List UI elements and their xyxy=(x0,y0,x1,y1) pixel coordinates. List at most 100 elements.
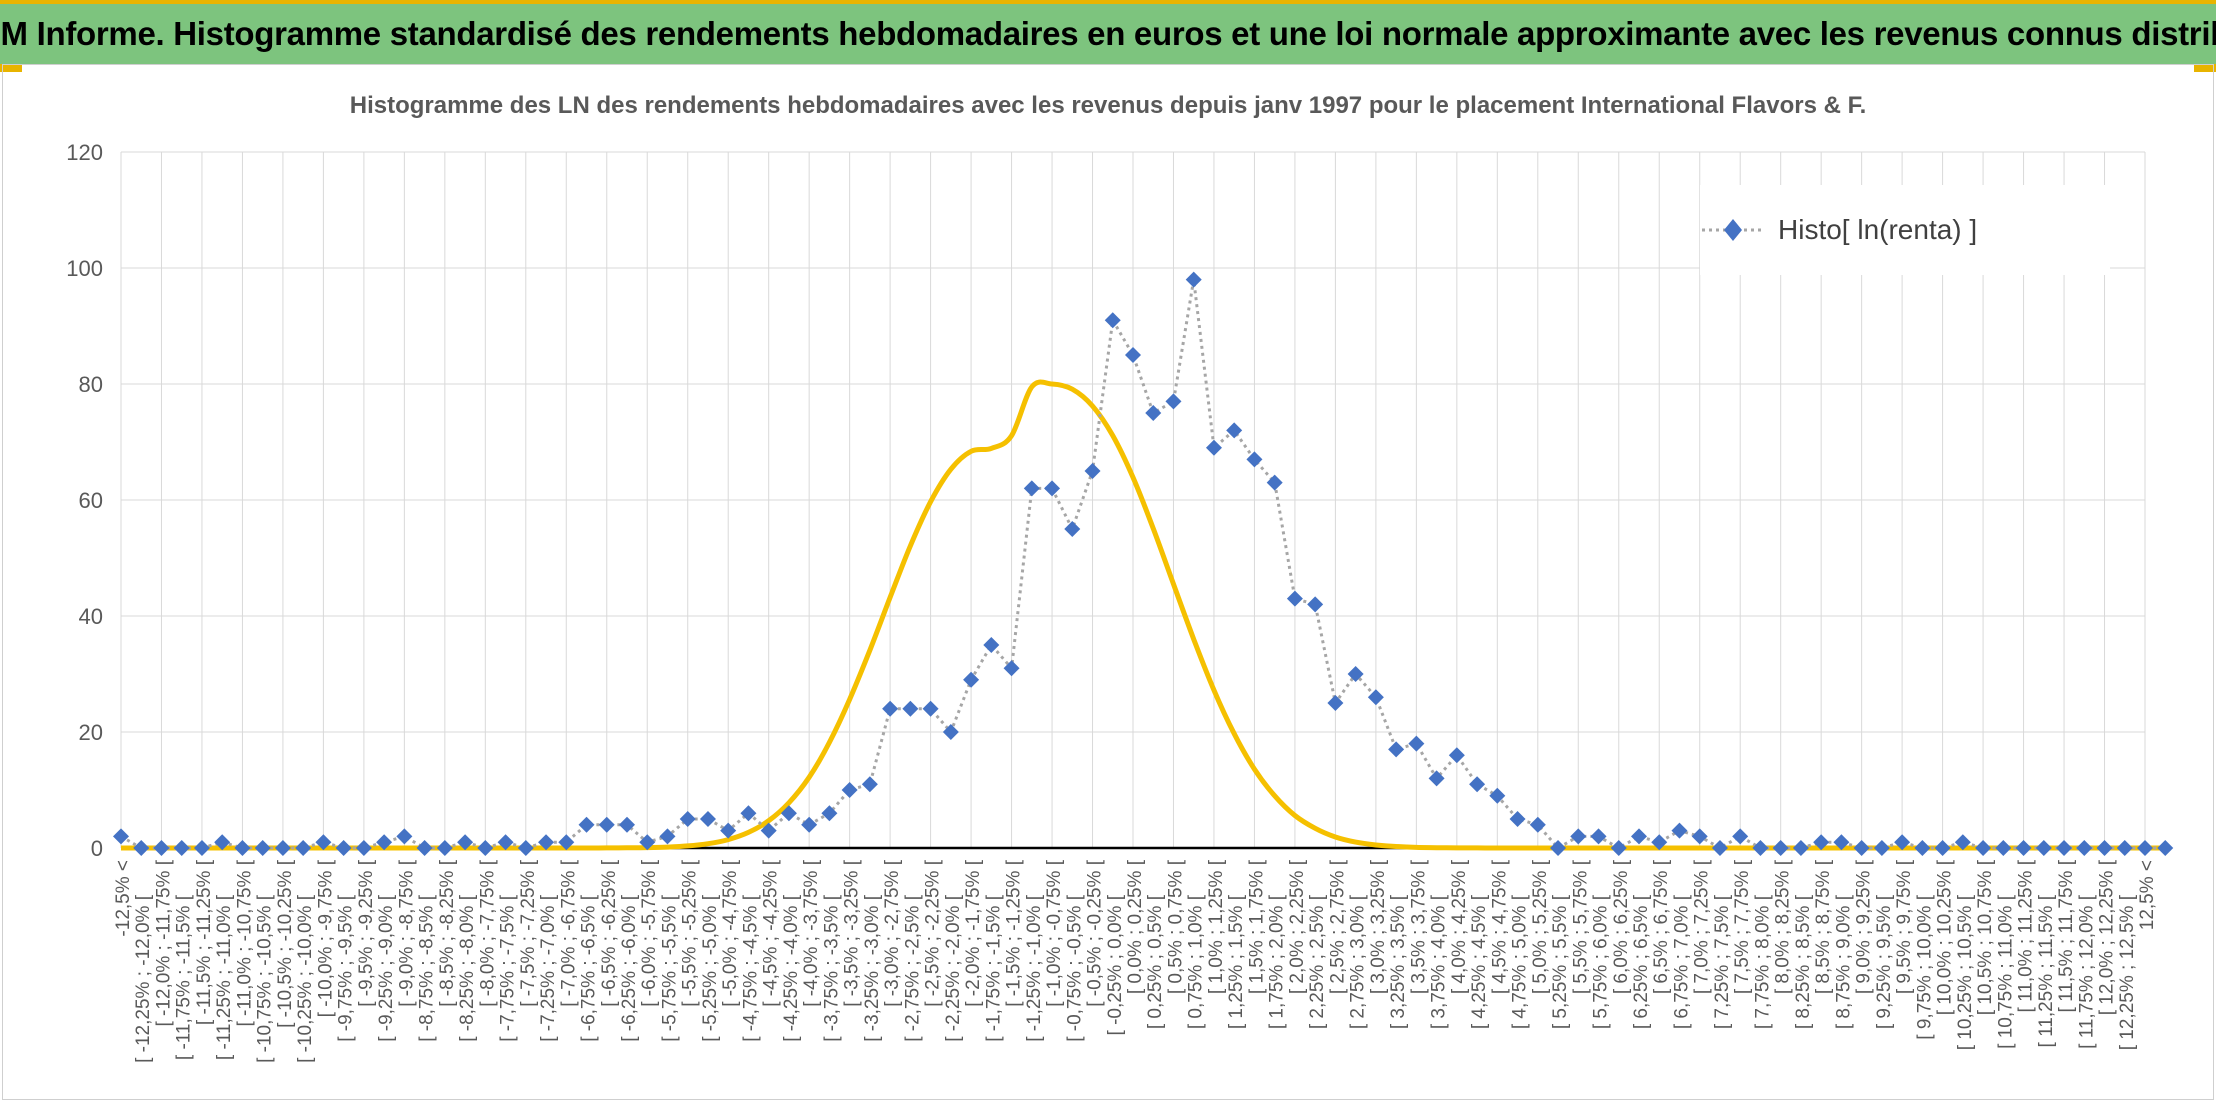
histo-point xyxy=(1610,840,1627,856)
histo-point xyxy=(1205,439,1222,456)
x-tick-label: [ -5,5% ; -5,25% [ xyxy=(680,859,701,1007)
x-tick-label: [ 2,75% ; 3,0% [ xyxy=(1348,894,1369,1029)
x-tick-label: [ 2,0% ; 2,25% [ xyxy=(1287,859,1308,994)
histo-point xyxy=(902,700,919,717)
histo-point xyxy=(699,811,716,827)
x-tick-label: [ 3,25% ; 3,5% [ xyxy=(1388,894,1409,1029)
histo-point xyxy=(963,671,980,688)
x-tick-label: [ -5,0% ; -4,75% [ xyxy=(720,859,741,1007)
x-tick-label: [ 9,5% ; 9,75% [ xyxy=(1894,859,1915,994)
x-tick-label: [ -8,75% ; -8,5% [ xyxy=(417,894,438,1042)
x-tick-label: [ -10,75% ; -10,5% [ xyxy=(255,894,276,1063)
corner-accent-left xyxy=(0,64,22,72)
histo-point xyxy=(2035,840,2052,856)
histo-point xyxy=(1590,828,1607,845)
x-tick-label: [ -9,75% ; -9,5% [ xyxy=(336,894,357,1042)
histo-point xyxy=(2076,840,2093,856)
x-tick-label: [ -10,0% ; -9,75% [ xyxy=(315,859,336,1017)
histo-point xyxy=(882,700,899,717)
x-tick-label: [ -7,25% ; -7,0% [ xyxy=(538,894,559,1042)
histo-point xyxy=(2056,840,2073,856)
histo-point xyxy=(922,700,939,717)
histo-point xyxy=(1327,695,1344,711)
histo-point xyxy=(1550,840,1567,856)
histo-point xyxy=(983,637,1000,653)
histo-point xyxy=(1266,474,1283,491)
normal-curve-line xyxy=(121,379,2166,851)
histo-point xyxy=(2015,840,2032,856)
histo-point xyxy=(1631,828,1647,845)
x-tick-label: [ -1,5% ; -1,25% [ xyxy=(1004,859,1025,1007)
x-tick-label: [ 8,0% ; 8,25% [ xyxy=(1773,859,1794,994)
x-tick-label: [ -10,25% ; -10,0% [ xyxy=(295,894,316,1063)
x-tick-label: [ -7,0% ; -6,75% [ xyxy=(558,859,579,1007)
x-tick-label: [ 5,25% ; 5,5% [ xyxy=(1550,894,1571,1029)
histo-point xyxy=(1914,840,1931,856)
histo-point xyxy=(1732,828,1749,845)
x-tick-label: [ 5,0% ; 5,25% [ xyxy=(1530,859,1551,994)
histo-point xyxy=(801,816,818,833)
histo-point xyxy=(1954,834,1971,851)
x-tick-label: [ 9,75% ; 10,0% [ xyxy=(1914,894,1935,1039)
histo-point xyxy=(1752,840,1769,856)
histo-point xyxy=(295,840,312,856)
x-tick-label: [ 6,5% ; 6,75% [ xyxy=(1651,859,1672,994)
x-tick-label: [ 4,75% ; 5,0% [ xyxy=(1510,894,1531,1029)
x-tick-label: [ -6,75% ; -6,5% [ xyxy=(579,894,600,1042)
x-tick-label: [ 10,75% ; 11,0% [ xyxy=(1995,894,2016,1049)
x-tick-label: [ 8,5% ; 8,75% [ xyxy=(1813,859,1834,994)
histo-point xyxy=(335,840,352,856)
x-tick-label: [ 11,5% ; 11,75% [ xyxy=(2056,859,2077,1012)
histo-point xyxy=(1469,776,1486,793)
chart-frame xyxy=(2,64,2214,1100)
x-tick-label: [ 7,75% ; 8,0% [ xyxy=(1752,894,1773,1029)
histo-point xyxy=(1570,828,1587,845)
x-tick-label: [ 1,75% ; 2,0% [ xyxy=(1267,894,1288,1029)
histo-point xyxy=(639,834,656,851)
histo-point xyxy=(1995,840,2012,856)
histo-point xyxy=(1691,828,1708,845)
x-tick-label: [ 8,75% ; 9,0% [ xyxy=(1833,894,1854,1029)
x-tick-label: [ -11,75% ; -11,5% [ xyxy=(174,894,195,1060)
report-title: ADAM Informe. Histogramme standardisé de… xyxy=(0,15,2216,52)
histo-point xyxy=(1833,834,1850,851)
histo-point xyxy=(1003,660,1020,677)
x-tick-label: [ -11,5% ; -11,25% [ xyxy=(194,859,215,1025)
x-tick-label: [ 12,25% ; 12,5% [ xyxy=(2117,894,2138,1050)
histo-point xyxy=(760,822,777,839)
histo-point xyxy=(416,840,433,856)
histo-point xyxy=(2157,840,2174,856)
x-tick-label: [ 9,0% ; 9,25% [ xyxy=(1854,859,1875,994)
histo-point xyxy=(1711,840,1728,856)
histo-point xyxy=(1044,480,1061,497)
x-tick-label: [ -0,5% ; -0,25% [ xyxy=(1085,859,1106,1007)
histo-point xyxy=(2137,840,2153,856)
histo-point xyxy=(2096,840,2113,856)
histo-point xyxy=(1367,689,1384,706)
x-tick-label: [ -6,5% ; -6,25% [ xyxy=(599,859,620,1007)
x-tick-label: [ -2,25% ; -2,0% [ xyxy=(943,894,964,1042)
x-tick-label: [ 3,75% ; 4,0% [ xyxy=(1429,894,1450,1029)
x-tick-label: [ -4,75% ; -4,5% [ xyxy=(740,894,761,1042)
histo-point xyxy=(214,834,231,851)
y-tick-label: 40 xyxy=(79,604,103,629)
x-tick-label: [ 4,0% ; 4,25% [ xyxy=(1449,859,1470,994)
x-tick-label: [ 0,5% ; 0,75% [ xyxy=(1165,859,1186,994)
x-tick-label: [ -1,0% ; -0,75% [ xyxy=(1044,859,1065,1007)
x-tick-label: [ -4,25% ; -4,0% [ xyxy=(781,894,802,1042)
x-tick-label: [ -4,5% ; -4,25% [ xyxy=(761,859,782,1007)
x-tick-label: [ -2,5% ; -2,25% [ xyxy=(923,859,944,1007)
histo-point xyxy=(1165,393,1182,410)
histo-point xyxy=(1307,596,1324,613)
x-tick-label: [ 10,5% ; 10,75% [ xyxy=(1975,859,1996,1015)
x-tick-label: [ -6,25% ; -6,0% [ xyxy=(619,894,640,1042)
x-tick-label: [ 11,25% ; 11,5% [ xyxy=(2036,894,2057,1047)
x-tick-label: [ 7,25% ; 7,5% [ xyxy=(1712,894,1733,1029)
x-tick-label: [ -4,0% ; -3,75% [ xyxy=(801,859,822,1007)
x-tick-label: [ -8,25% ; -8,0% [ xyxy=(457,894,478,1042)
x-tick-label: [ 7,0% ; 7,25% [ xyxy=(1692,859,1713,994)
x-tick-label: [ -1,75% ; -1,5% [ xyxy=(983,894,1004,1042)
histo-point xyxy=(558,834,575,851)
histo-point xyxy=(1408,735,1425,752)
x-tick-label: [ -1,25% ; -1,0% [ xyxy=(1024,894,1045,1042)
